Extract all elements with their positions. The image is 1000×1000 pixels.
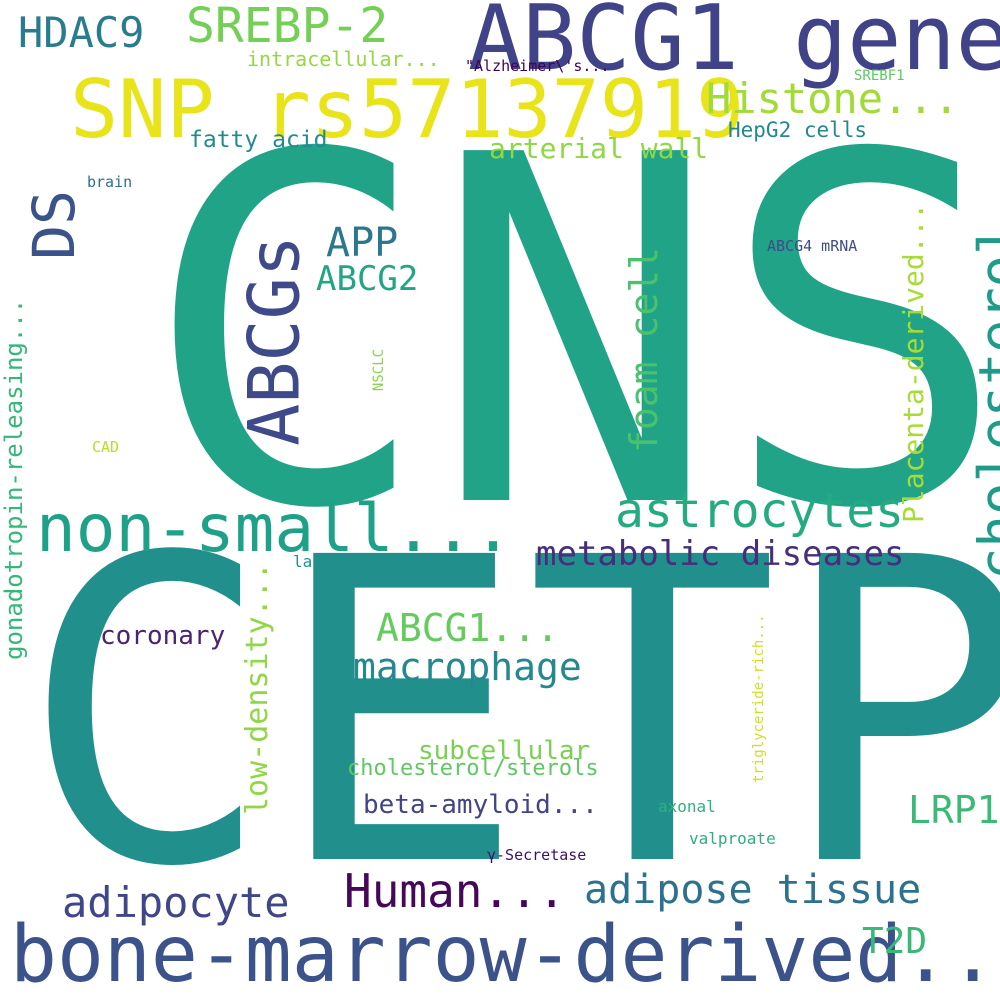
word-lrp1: LRP1 bbox=[908, 788, 1000, 832]
word-app: APP bbox=[326, 220, 399, 266]
word-macrophage: macrophage bbox=[353, 645, 582, 689]
word-cad: CAD bbox=[92, 438, 120, 456]
word-abcgs: ABCGs bbox=[233, 235, 316, 446]
word-intracellular: intracellular... bbox=[247, 47, 440, 71]
word-cholesterol-sterols: cholesterol/sterols bbox=[347, 756, 599, 781]
word-low-density: low-density... bbox=[240, 562, 275, 815]
word-arterial-wall: arterial wall bbox=[489, 132, 709, 165]
word-human: Human... bbox=[344, 864, 566, 918]
word-gamma-secretase: γ-Secretase bbox=[487, 846, 587, 864]
word-valproate: valproate bbox=[689, 829, 776, 848]
word-triglyceride-rich: triglyceride-rich... bbox=[751, 614, 767, 783]
word-alzheimers: "Alzheimer\'s... bbox=[465, 57, 610, 75]
word-abcg2: ABCG2 bbox=[316, 259, 419, 299]
word-coronary: coronary bbox=[100, 621, 226, 651]
word-snp: SNP rs57137919 bbox=[70, 63, 745, 156]
word-metabolic-diseases: metabolic diseases bbox=[536, 534, 905, 574]
word-non-small: non-small... bbox=[36, 490, 513, 567]
word-subcellular: subcellular bbox=[418, 736, 591, 766]
word-cns: CNS bbox=[142, 55, 1000, 614]
word-srebf1: SREBF1 bbox=[854, 68, 905, 84]
word-hepg2-cells: HepG2 cells bbox=[728, 118, 868, 142]
word-beta-amyloid: beta-amyloid... bbox=[363, 790, 598, 820]
word-brain: brain bbox=[87, 173, 133, 191]
word-t2d: T2D bbox=[862, 921, 928, 962]
word-bone-marrow: bone-marrow-derived... bbox=[10, 910, 1000, 1000]
word-abcg1-dots: ABCG1... bbox=[376, 606, 560, 650]
word-gonadotropin: gonadotropin-releasing... bbox=[0, 298, 28, 660]
word-foam-cell: foam cell bbox=[622, 247, 666, 453]
word-astrocytes: astrocytes bbox=[615, 483, 904, 539]
word-hdac9: HDAC9 bbox=[18, 8, 145, 57]
word-cholesterol: cholesterol... bbox=[967, 124, 1000, 581]
word-fatty-acid: fatty acid bbox=[189, 127, 328, 153]
word-cetp: CETP bbox=[20, 470, 1000, 959]
word-nsclc: NSCLC bbox=[371, 348, 387, 392]
word-abcg4-mrna: ABCG4 mRNA bbox=[767, 237, 858, 255]
word-axonal: axonal bbox=[658, 797, 716, 816]
word-laser-captured: laser-captured... bbox=[293, 552, 457, 571]
word-adipocyte: adipocyte bbox=[62, 878, 290, 927]
word-adipose-tissue: adipose tissue bbox=[584, 867, 922, 913]
word-histone: Histone... bbox=[706, 74, 959, 123]
word-abcg1-gene: ABCG1 gene bbox=[468, 0, 1000, 91]
word-placenta-derived: Placenta-derived... bbox=[897, 202, 930, 523]
word-ds: DS bbox=[20, 190, 88, 260]
word-srebp2: SREBP-2 bbox=[186, 0, 389, 54]
